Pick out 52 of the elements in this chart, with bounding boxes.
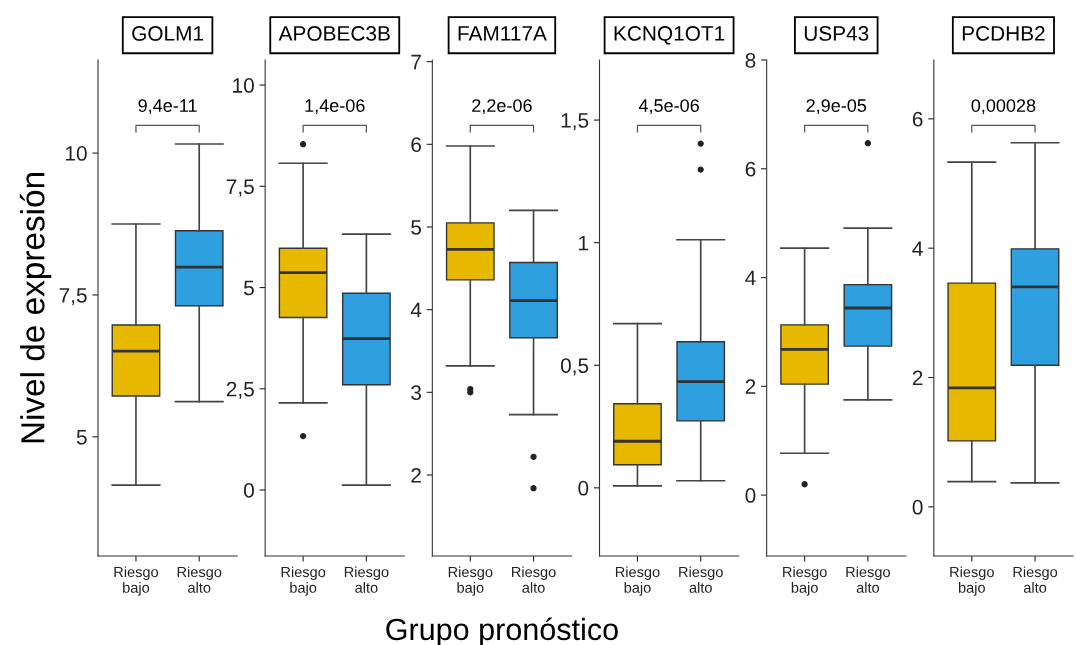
y-tick-label: 6	[745, 161, 756, 177]
y-tick-label: 1	[579, 235, 589, 251]
y-tick-label: 8	[745, 53, 756, 68]
annotation: 9,4e-11	[138, 99, 197, 115]
y-tick-label: 4	[745, 270, 756, 286]
x-tick-label: Riesgo bajo	[783, 566, 827, 596]
chart-title: GOLM1	[132, 26, 204, 41]
y-tick-label: 2,5	[226, 381, 254, 399]
x-tick-label: Riesgo bajo	[281, 566, 326, 596]
x-tick-label: Riesgo alto	[177, 566, 222, 593]
annotation: 2,2e-06	[472, 99, 532, 115]
chart-title: PCDHB2	[962, 26, 1045, 41]
annotation: 4,5e-06	[638, 99, 699, 115]
x-tick-label: Riesgo bajo	[615, 566, 660, 596]
chart-title: APOBEC3B	[278, 26, 390, 41]
x-tick-label: Riesgo alto	[846, 566, 890, 593]
y-tick-label: 10	[66, 146, 87, 161]
y-tick-label: 0	[912, 499, 923, 515]
y-tick-label: 2	[912, 370, 923, 386]
x-tick-label: Riesgo alto	[512, 566, 556, 593]
y-tick-label: 3	[411, 385, 421, 401]
y-tick-label: 1,5	[561, 113, 589, 131]
y-tick-label: 0,5	[560, 358, 589, 376]
annotation: 0,00028	[971, 99, 1036, 115]
x-tick-label: Riesgo alto	[344, 566, 389, 593]
y-tick-label: 6	[411, 137, 421, 153]
y-tick-label: 2	[745, 379, 756, 394]
y-tick-label: 4	[410, 302, 422, 318]
y-axis-title: Nivel de expresión	[19, 173, 52, 443]
y-tick-label: 5	[244, 280, 254, 296]
x-tick-label: Riesgo bajo	[950, 566, 994, 596]
chart-title: KCNQ1OT1	[614, 26, 725, 45]
x-tick-label: Riesgo alto	[679, 566, 723, 593]
y-tick-label: 5	[76, 430, 87, 445]
annotation: 2,9e-05	[806, 99, 867, 115]
y-tick-label: 4	[912, 241, 923, 256]
annotation: 1,4e-06	[305, 99, 365, 115]
chart-title: USP43	[804, 26, 869, 41]
y-tick-label: 7,5	[226, 179, 254, 197]
y-tick-label: 5	[411, 220, 422, 235]
y-tick-label: 10	[233, 78, 254, 93]
x-tick-label: Riesgo bajo	[114, 566, 159, 596]
y-tick-label: 6	[912, 111, 923, 127]
y-tick-label: 0	[745, 488, 756, 503]
y-tick-label: 2	[411, 467, 421, 483]
y-tick-label: 7	[411, 54, 421, 70]
x-tick-label: Riesgo bajo	[448, 566, 493, 596]
x-tick-label: Riesgo alto	[1013, 566, 1058, 593]
chart-title: FAM117A	[458, 26, 547, 41]
y-tick-label: 7,5	[59, 288, 87, 306]
y-tick-label: 0	[578, 480, 589, 496]
y-tick-label: 0	[243, 483, 254, 498]
